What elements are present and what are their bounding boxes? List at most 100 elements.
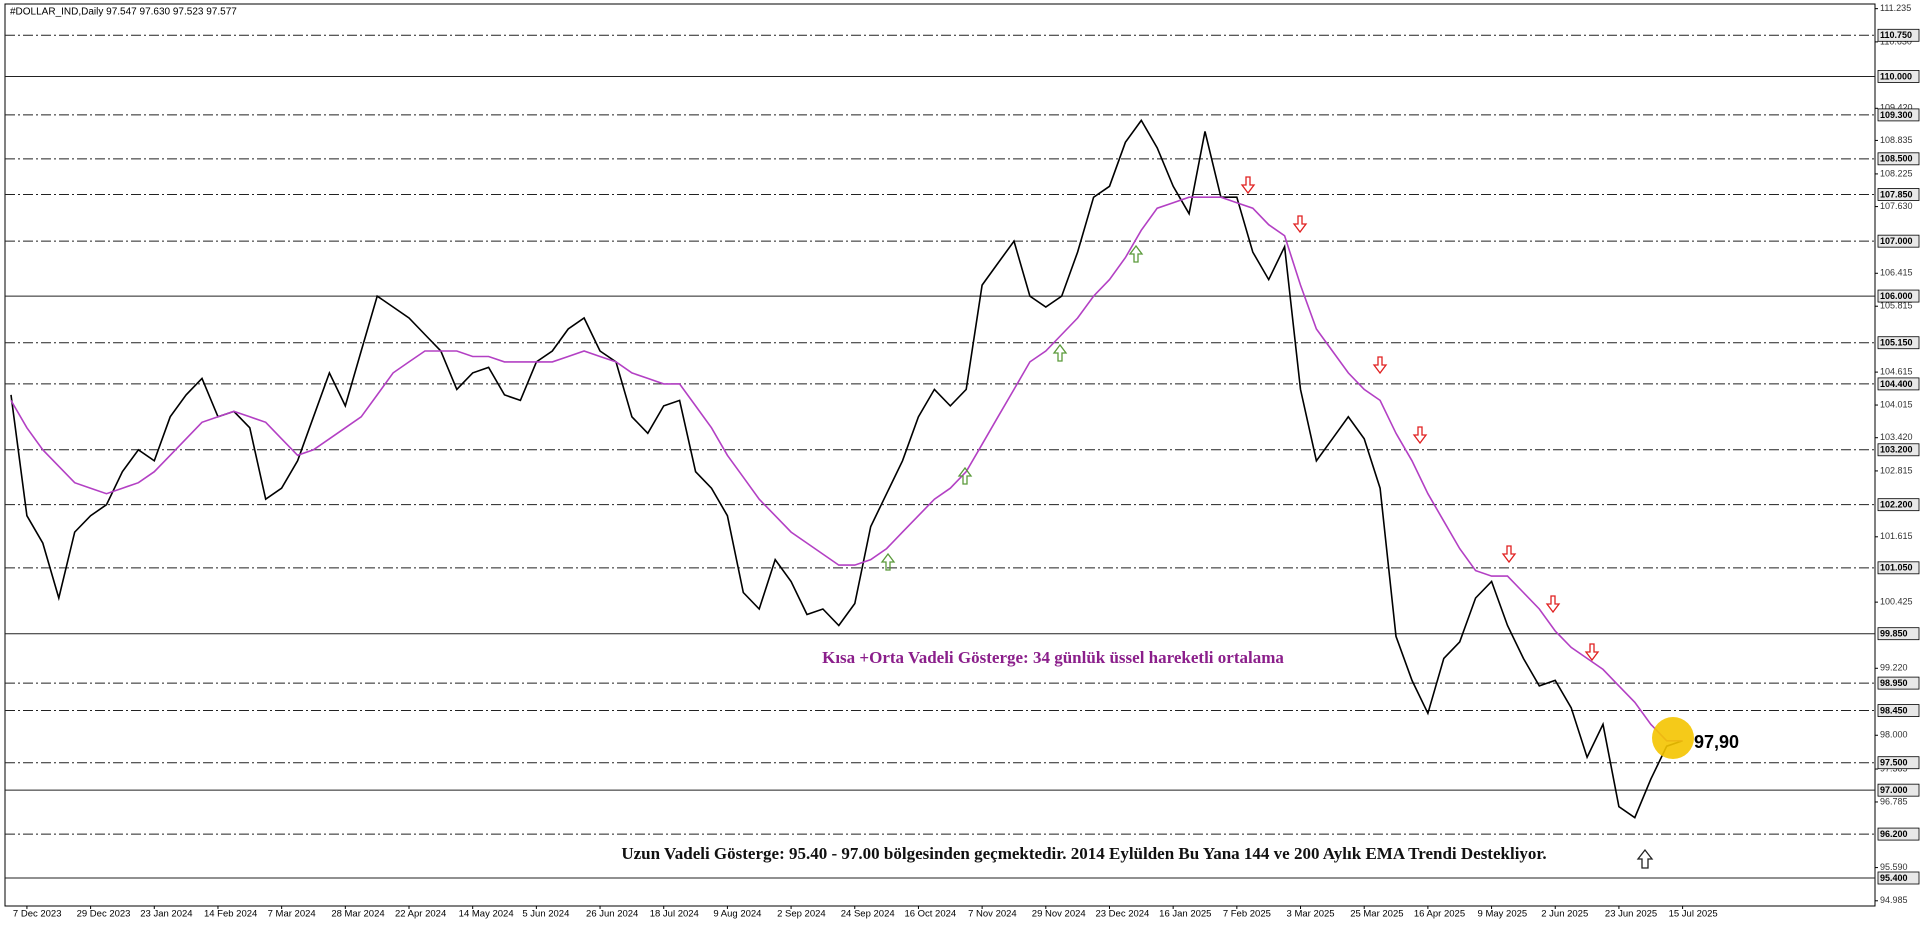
level-label-box	[1877, 871, 1920, 885]
level-label: 110.750	[1880, 30, 1912, 40]
level-label-box	[1877, 783, 1920, 797]
level-label: 98.450	[1880, 705, 1908, 715]
plot-frame	[4, 3, 1876, 907]
up-arrow	[880, 552, 896, 571]
level-label-box	[1877, 704, 1920, 717]
level-label-box	[1877, 70, 1920, 83]
y-tick-label: 106.415	[1880, 268, 1913, 278]
y-tick-label: 108.225	[1880, 168, 1913, 178]
annotation: Kısa +Orta Vadeli Gösterge: 34 günlük üs…	[822, 648, 1284, 667]
highlight-circle	[1652, 717, 1694, 759]
level-label: 98.950	[1880, 678, 1908, 688]
x-tick-label: 28 Mar 2024	[331, 909, 384, 920]
x-tick-label: 9 May 2025	[1478, 909, 1528, 920]
level-label-box	[1877, 28, 1920, 42]
x-tick-label: 16 Oct 2024	[904, 909, 956, 920]
down-arrow	[1372, 356, 1388, 375]
x-tick-label: 14 May 2024	[459, 909, 514, 920]
up-arrow	[1052, 343, 1068, 362]
down-arrow	[1240, 176, 1256, 195]
x-tick-label: 7 Dec 2023	[13, 909, 62, 920]
level-label-box	[1877, 377, 1920, 391]
level-label: 104.400	[1880, 379, 1913, 389]
level-label: 106.000	[1880, 291, 1913, 301]
down-arrow	[1501, 545, 1517, 564]
price-callout: 97,90	[1694, 732, 1739, 752]
overlay: 111.235110.630109.420108.835108.225107.6…	[5, 3, 1920, 920]
level-label-box	[1877, 676, 1920, 690]
y-tick-label: 95.590	[1880, 862, 1908, 872]
x-tick-label: 22 Apr 2024	[395, 909, 446, 920]
level-label-box	[1877, 498, 1920, 512]
level-label: 110.000	[1880, 71, 1912, 81]
level-label-box	[1877, 627, 1920, 641]
x-tick-label: 23 Jun 2025	[1605, 909, 1657, 920]
x-tick-label: 7 Nov 2024	[968, 909, 1017, 920]
y-tick-label: 96.785	[1880, 796, 1908, 806]
y-tick-label: 107.630	[1880, 201, 1913, 211]
x-tick-label: 29 Nov 2024	[1032, 909, 1086, 920]
level-label: 107.850	[1880, 189, 1913, 199]
up-arrow	[957, 466, 973, 485]
level-label: 103.200	[1880, 445, 1913, 455]
level-label: 109.300	[1880, 110, 1913, 120]
level-label: 97.000	[1880, 785, 1908, 795]
down-arrow	[1584, 643, 1600, 662]
x-tick-label: 14 Feb 2024	[204, 909, 257, 920]
x-tick-label: 15 Jul 2025	[1669, 909, 1718, 920]
y-tick-label: 104.615	[1880, 366, 1913, 376]
x-tick-label: 25 Mar 2025	[1350, 909, 1403, 920]
x-tick-label: 7 Mar 2024	[268, 909, 316, 920]
level-label-box	[1877, 188, 1920, 201]
level-label-box	[1877, 561, 1920, 575]
y-tick-label: 109.420	[1880, 103, 1913, 113]
price-line	[10, 118, 1683, 819]
level-label: 107.000	[1880, 236, 1913, 246]
down-arrow	[1545, 595, 1561, 614]
x-tick-label: 16 Apr 2025	[1414, 909, 1465, 920]
y-tick-label: 98.000	[1880, 730, 1908, 740]
level-label: 102.200	[1880, 500, 1913, 510]
y-tick-label: 94.985	[1880, 895, 1908, 905]
ema-line	[10, 196, 1683, 742]
level-label-box	[1877, 152, 1920, 166]
down-arrow	[1412, 426, 1428, 445]
level-label: 95.400	[1880, 873, 1908, 883]
annotation: Uzun Vadeli Gösterge: 95.40 - 97.00 bölg…	[621, 844, 1546, 863]
level-label-box	[1877, 443, 1920, 457]
y-tick-label: 99.220	[1880, 663, 1908, 673]
y-tick-label: 104.015	[1880, 399, 1913, 409]
level-label-box	[1877, 827, 1920, 841]
y-tick-label: 100.425	[1880, 597, 1913, 607]
x-tick-label: 24 Sep 2024	[841, 909, 895, 920]
x-tick-label: 23 Jan 2024	[140, 909, 192, 920]
x-tick-label: 16 Jan 2025	[1159, 909, 1211, 920]
level-label: 101.050	[1880, 563, 1913, 573]
arrows	[880, 176, 1654, 869]
x-tick-label: 3 Mar 2025	[1287, 909, 1335, 920]
x-tick-label: 23 Dec 2024	[1095, 909, 1149, 920]
level-label: 97.500	[1880, 758, 1908, 768]
down-arrow	[1292, 215, 1308, 234]
x-tick-label: 26 Jun 2024	[586, 909, 638, 920]
x-tick-label: 29 Dec 2023	[77, 909, 131, 920]
y-tick-label: 111.235	[1880, 3, 1911, 13]
y-tick-label: 101.615	[1880, 531, 1913, 541]
up-arrow	[1636, 848, 1654, 869]
level-label-box	[1877, 108, 1920, 122]
y-tick-label: 108.835	[1880, 135, 1913, 145]
level-label-box	[1877, 756, 1920, 770]
y-tick-label: 105.815	[1880, 301, 1913, 311]
x-tick-label: 9 Aug 2024	[713, 909, 761, 920]
level-label: 99.850	[1880, 629, 1908, 639]
level-label: 108.500	[1880, 154, 1913, 164]
up-arrow	[1128, 244, 1144, 263]
x-tick-label: 2 Jun 2025	[1541, 909, 1588, 920]
level-label-box	[1877, 289, 1920, 303]
level-label: 105.150	[1880, 338, 1913, 348]
y-tick-label: 103.420	[1880, 432, 1913, 442]
level-label-box	[1877, 234, 1920, 248]
chart-header: #DOLLAR_IND,Daily 97.547 97.630 97.523 9…	[10, 7, 237, 18]
level-label-box	[1877, 336, 1920, 350]
x-tick-label: 2 Sep 2024	[777, 909, 826, 920]
